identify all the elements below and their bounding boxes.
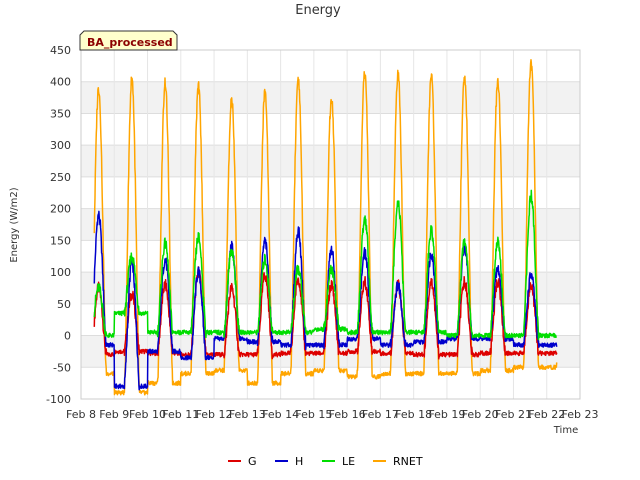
processed-badge: BA_processed <box>79 30 178 51</box>
x-tick-label: Feb 14 <box>262 408 299 421</box>
legend-label: LE <box>342 455 355 468</box>
series-line-le <box>93 189 558 341</box>
legend-item-g: G <box>228 455 257 468</box>
y-tick-label: 250 <box>50 171 71 184</box>
x-tick-label: Feb 23 <box>562 408 599 421</box>
y-tick-labels: -100 -50 0 50 100 150 200 250 300 350 400 450 <box>46 44 71 406</box>
x-tick-label: Feb 13 <box>229 408 266 421</box>
x-tick-label: Feb 17 <box>362 408 399 421</box>
x-tick-label: Feb 21 <box>495 408 532 421</box>
badge-shape <box>79 30 178 51</box>
y-tick-label: 200 <box>50 203 71 216</box>
x-tick-label: Feb 15 <box>295 408 332 421</box>
legend-item-h: H <box>275 455 303 468</box>
x-tick-label: Feb 16 <box>329 408 366 421</box>
y-tick-label: -50 <box>53 361 71 374</box>
legend: G H LE RNET <box>228 455 423 468</box>
y-tick-label: 100 <box>50 266 71 279</box>
legend-item-rnet: RNET <box>373 455 423 468</box>
y-tick-label: 350 <box>50 107 71 120</box>
grid-band <box>81 208 580 241</box>
legend-label: G <box>248 455 257 468</box>
y-tick-label: 50 <box>57 298 71 311</box>
grid-band <box>81 145 580 177</box>
x-tick-label: Feb 20 <box>462 408 499 421</box>
y-tick-label: 450 <box>50 44 71 57</box>
x-tick-label: Feb 22 <box>528 408 565 421</box>
x-tick-label: Feb 19 <box>428 408 465 421</box>
plot-frame <box>80 49 581 400</box>
x-tick-label: Feb 9 <box>99 408 129 421</box>
legend-item-le: LE <box>322 455 355 468</box>
y-tick-label: 300 <box>50 139 71 152</box>
chart-title: Energy <box>295 3 341 18</box>
y-tick-label: 150 <box>50 234 71 247</box>
x-tick-label: Feb 11 <box>162 408 199 421</box>
y-tick-label: -100 <box>46 393 71 406</box>
x-tick-label: Feb 10 <box>129 408 166 421</box>
x-tick-label: Feb 18 <box>395 408 432 421</box>
x-axis-label: Time <box>553 425 578 436</box>
badge-label: BA_processed <box>87 36 173 49</box>
y-tick-label: 400 <box>50 76 71 89</box>
y-axis-label: Energy (W/m2) <box>9 187 20 262</box>
x-tick-label: Feb 12 <box>196 408 233 421</box>
series-layer <box>93 59 558 396</box>
x-tick-label: Feb 8 <box>66 408 96 421</box>
grid-band <box>81 335 580 368</box>
legend-label: H <box>295 455 303 468</box>
y-tick-label: 0 <box>64 330 71 343</box>
legend-label: RNET <box>393 455 423 468</box>
